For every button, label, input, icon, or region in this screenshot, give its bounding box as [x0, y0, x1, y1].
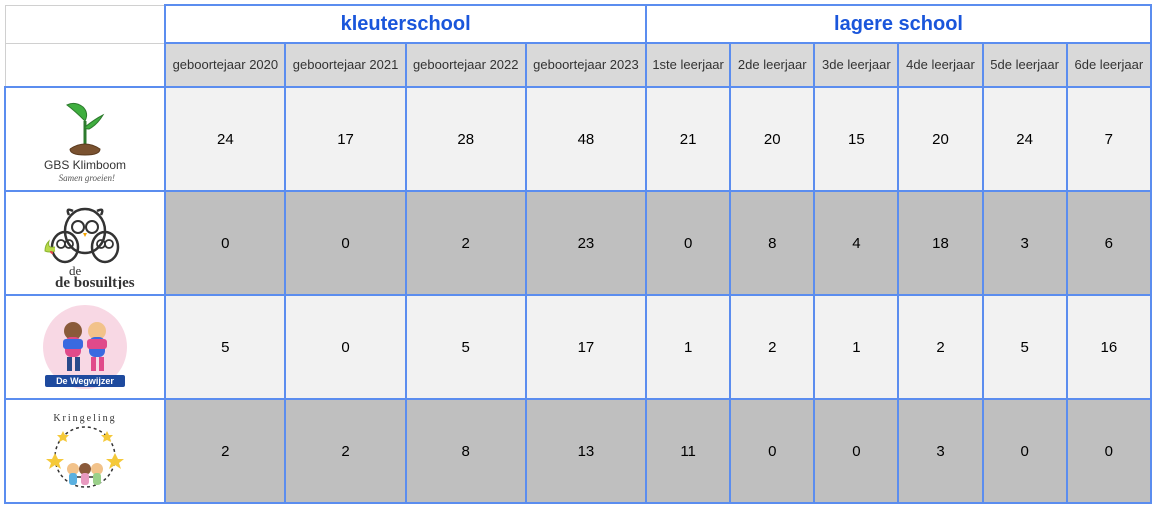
svg-text:de bosuiltjes: de bosuiltjes	[55, 275, 135, 289]
cell: 2	[898, 295, 982, 399]
school-logo-klimboom: GBS Klimboom Samen groeien!	[5, 87, 165, 191]
col-1ste-leerjaar: 1ste leerjaar	[646, 43, 730, 87]
col-geboortejaar-2023: geboortejaar 2023	[526, 43, 646, 87]
table-row: De Wegwijzer 5 0 5 17 1 2 1 2 5 16	[5, 295, 1151, 399]
cell: 0	[165, 191, 285, 295]
svg-text:Kringeling: Kringeling	[53, 413, 116, 424]
col-geboortejaar-2022: geboortejaar 2022	[406, 43, 526, 87]
col-6de-leerjaar: 6de leerjaar	[1067, 43, 1151, 87]
cell: 0	[646, 191, 730, 295]
cell: 20	[898, 87, 982, 191]
cell: 21	[646, 87, 730, 191]
cell: 20	[730, 87, 814, 191]
cell: 6	[1067, 191, 1151, 295]
cell: 24	[983, 87, 1067, 191]
section-lagere-school: lagere school	[646, 5, 1151, 43]
col-geboortejaar-2020: geboortejaar 2020	[165, 43, 285, 87]
cell: 5	[406, 295, 526, 399]
section-kleuterschool: kleuterschool	[165, 5, 646, 43]
school-logo-bosuiltjes: de de bosuiltjes	[5, 191, 165, 295]
col-4de-leerjaar: 4de leerjaar	[898, 43, 982, 87]
cell: 3	[983, 191, 1067, 295]
cell: 48	[526, 87, 646, 191]
svg-text:De Wegwijzer: De Wegwijzer	[56, 376, 114, 386]
corner-cell	[5, 5, 165, 43]
cell: 2	[285, 399, 405, 503]
cell: 0	[983, 399, 1067, 503]
cell: 3	[898, 399, 982, 503]
cell: 2	[165, 399, 285, 503]
table-row: de de bosuiltjes 0 0 2 23 0 8 4 18 3 6	[5, 191, 1151, 295]
cell: 1	[646, 295, 730, 399]
cell: 8	[406, 399, 526, 503]
cell: 16	[1067, 295, 1151, 399]
cell: 11	[646, 399, 730, 503]
cell: 13	[526, 399, 646, 503]
cell: 23	[526, 191, 646, 295]
col-5de-leerjaar: 5de leerjaar	[983, 43, 1067, 87]
table-row: Kringeling 2 2 8	[5, 399, 1151, 503]
corner-cell-2	[5, 43, 165, 87]
col-3de-leerjaar: 3de leerjaar	[814, 43, 898, 87]
school-logo-wegwijzer: De Wegwijzer	[5, 295, 165, 399]
cell: 2	[406, 191, 526, 295]
cell: 0	[814, 399, 898, 503]
cell: 7	[1067, 87, 1151, 191]
cell: 2	[730, 295, 814, 399]
cell: 0	[730, 399, 814, 503]
cell: 5	[165, 295, 285, 399]
cell: 24	[165, 87, 285, 191]
school-logo-kringeling: Kringeling	[5, 399, 165, 503]
cell: 0	[1067, 399, 1151, 503]
svg-text:GBS Klimboom: GBS Klimboom	[44, 158, 126, 172]
cell: 1	[814, 295, 898, 399]
cell: 0	[285, 295, 405, 399]
cell: 4	[814, 191, 898, 295]
table-row: GBS Klimboom Samen groeien! 24 17 28 48 …	[5, 87, 1151, 191]
cell: 8	[730, 191, 814, 295]
cell: 18	[898, 191, 982, 295]
cell: 17	[285, 87, 405, 191]
school-capacity-table: kleuterschool lagere school geboortejaar…	[4, 4, 1152, 504]
col-geboortejaar-2021: geboortejaar 2021	[285, 43, 405, 87]
cell: 28	[406, 87, 526, 191]
col-2de-leerjaar: 2de leerjaar	[730, 43, 814, 87]
svg-text:Samen groeien!: Samen groeien!	[59, 173, 115, 183]
cell: 0	[285, 191, 405, 295]
cell: 15	[814, 87, 898, 191]
cell: 17	[526, 295, 646, 399]
cell: 5	[983, 295, 1067, 399]
